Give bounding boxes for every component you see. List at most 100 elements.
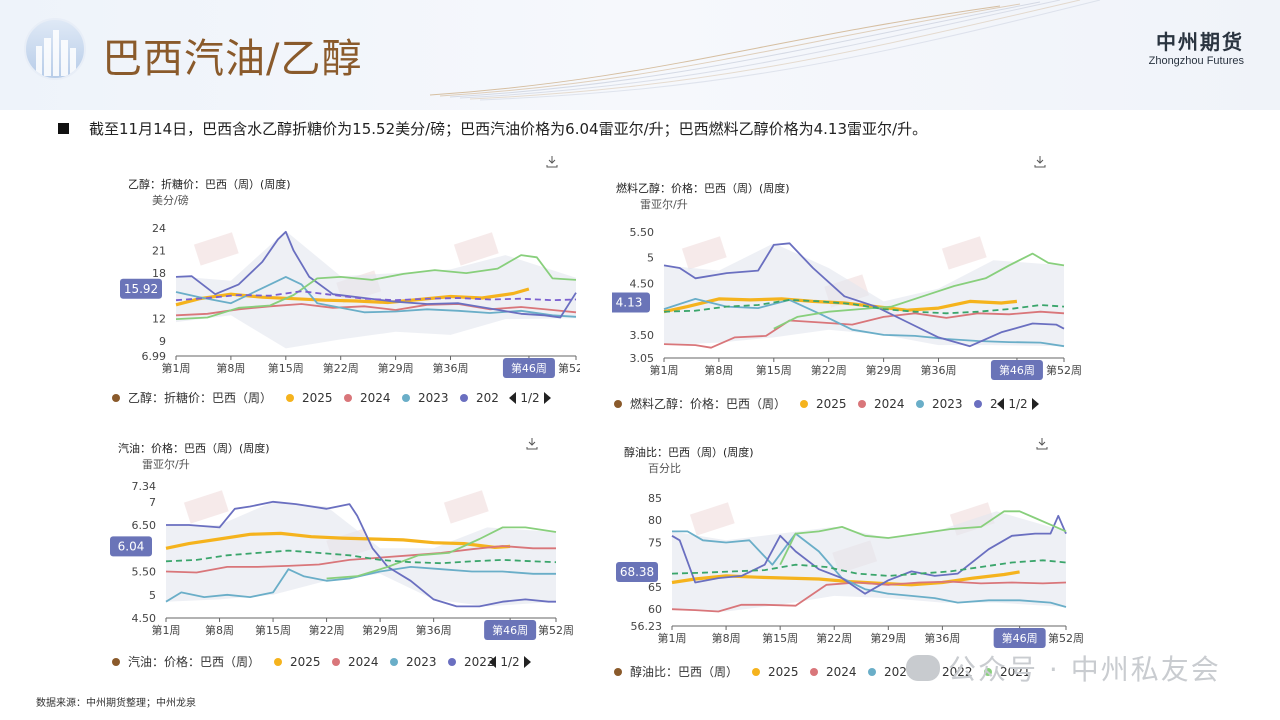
legend-prev-icon[interactable] <box>489 656 496 668</box>
min-max-band <box>176 231 576 349</box>
y-tick-label: 65 <box>648 581 662 594</box>
legend-label: 2024 <box>826 665 857 679</box>
series-line-2021 <box>326 526 557 580</box>
series-line-2023 <box>663 298 1065 348</box>
legend-next-icon[interactable] <box>544 392 551 404</box>
y-tick-label: 5.50 <box>132 566 157 579</box>
legend-label: 乙醇：折糖价：巴西（周） <box>128 390 272 405</box>
city-skyline-logo <box>24 18 86 80</box>
legend-marker[interactable] <box>390 658 398 666</box>
series-line-2021 <box>175 254 577 320</box>
x-tick-label: 第52周 <box>558 361 580 375</box>
legend-marker[interactable] <box>274 658 282 666</box>
legend-page-indicator: 1/2 <box>500 655 519 669</box>
x-tick-label: 第29周 <box>870 631 906 645</box>
legend-marker[interactable] <box>344 394 352 402</box>
x-tick-label: 第52周 <box>1046 363 1082 377</box>
y-tick-label: 12 <box>152 312 166 325</box>
y-value-badge-label: 6.04 <box>118 539 145 553</box>
y-tick-label: 4.50 <box>630 277 655 290</box>
legend-label: 醇油比：巴西（周） <box>630 664 738 679</box>
legend-marker[interactable] <box>112 394 120 402</box>
min-max-band <box>166 501 556 607</box>
wechat-watermark: 公众号 · 中州私友会 <box>906 648 1221 688</box>
legend-label: 2024 <box>874 397 905 411</box>
download-icon[interactable] <box>1034 156 1046 168</box>
x-tick-label: 第29周 <box>362 623 398 637</box>
legend-prev-icon[interactable] <box>997 398 1004 410</box>
legend-label: 2025 <box>816 397 847 411</box>
legend-marker[interactable] <box>752 668 760 676</box>
y-tick-label: 7 <box>149 496 156 509</box>
legend-marker[interactable] <box>332 658 340 666</box>
x-tick-label: 第36周 <box>921 363 957 377</box>
y-value-badge <box>616 561 658 582</box>
y-tick-label: 3.50 <box>630 329 655 342</box>
download-icon[interactable] <box>1036 438 1048 450</box>
x-tick-label: 第15周 <box>756 363 792 377</box>
series-line-2024 <box>175 303 577 317</box>
y-value-badge-label: 4.13 <box>616 295 643 309</box>
y-value-badge <box>612 292 650 313</box>
chart-panel-fuel-ethanol: 燃料乙醇：价格：巴西（周）(周度) 雷亚尔/升 5.50 5 4.50 3.50 3.05 第… <box>612 150 1084 420</box>
legend-marker[interactable] <box>614 400 622 408</box>
y-tick-label: 80 <box>648 514 662 527</box>
legend-marker[interactable] <box>286 394 294 402</box>
x-tick-label: 第29周 <box>378 361 414 375</box>
y-tick-label: 5.50 <box>630 226 655 239</box>
legend-marker[interactable] <box>810 668 818 676</box>
chart-panel-ethanol-gasoline-ratio: 醇油比：巴西（周）(周度) 百分比 85 80 75 65 60 56.23 第1周 第8周 第15… <box>612 432 1084 690</box>
series-line-2022 <box>175 230 577 319</box>
y-value-badge <box>110 536 152 557</box>
series-line-2022 <box>166 500 556 608</box>
legend-marker[interactable] <box>112 658 120 666</box>
legend-label: 2023 <box>932 397 963 411</box>
legend-next-icon[interactable] <box>524 656 531 668</box>
legend-marker[interactable] <box>858 400 866 408</box>
series-line-2023 <box>165 566 556 603</box>
chart-legend: 乙醇：折糖价：巴西（周） 2025 2024 2023 202 <box>112 390 499 405</box>
series-line-average <box>165 549 557 565</box>
download-icon[interactable] <box>546 156 558 168</box>
square-bullet-icon <box>58 123 69 134</box>
x-value-badge <box>993 628 1046 648</box>
legend-page-indicator: 1/2 <box>520 391 539 405</box>
legend-marker[interactable] <box>868 668 876 676</box>
legend-label: 2022 <box>942 665 973 679</box>
legend-marker[interactable] <box>800 400 808 408</box>
legend-label: 2021 <box>1000 665 1031 679</box>
y-tick-label: 75 <box>648 536 662 549</box>
legend-next-icon[interactable] <box>1032 398 1039 410</box>
chart-title: 汽油：价格：巴西（周）(周度) <box>118 441 270 455</box>
series-line-average <box>663 299 1065 315</box>
series-line-2025 <box>175 287 530 307</box>
x-tick-label: 第22周 <box>816 631 852 645</box>
x-tick-label: 第36周 <box>416 623 452 637</box>
legend-marker[interactable] <box>974 400 982 408</box>
download-icon[interactable] <box>526 438 538 450</box>
y-tick-label: 5 <box>149 589 156 602</box>
x-tick-label: 第52周 <box>538 623 574 637</box>
x-tick-label: 第15周 <box>762 631 798 645</box>
legend-marker[interactable] <box>614 668 622 676</box>
y-axis-unit: 雷亚尔/升 <box>640 198 688 211</box>
legend-marker[interactable] <box>448 658 456 666</box>
y-tick-label: 4.50 <box>132 612 157 625</box>
y-tick-label: 21 <box>152 245 166 258</box>
legend-label: 燃料乙醇：价格：巴西（周） <box>630 396 786 411</box>
legend-label: 2022 <box>464 655 495 669</box>
legend-marker[interactable] <box>984 668 992 676</box>
series-line-average <box>671 559 1067 577</box>
x-tick-label: 第8周 <box>712 631 741 645</box>
chart-legend: 燃料乙醇：价格：巴西（周） 2025 2024 2023 2 <box>614 396 998 411</box>
y-tick-label: 18 <box>152 267 166 280</box>
x-value-badge <box>502 358 555 378</box>
legend-marker[interactable] <box>402 394 410 402</box>
data-source-note: 数据来源：中州期货整理；中州龙泉 <box>36 698 196 709</box>
chart-fuel-ethanol-price: 燃料乙醇：价格：巴西（周）(周度)雷亚尔/升5.5054.503.503.05第… <box>612 156 1082 411</box>
legend-prev-icon[interactable] <box>509 392 516 404</box>
legend-marker[interactable] <box>916 400 924 408</box>
y-value-badge <box>120 278 162 299</box>
legend-marker[interactable] <box>460 394 468 402</box>
